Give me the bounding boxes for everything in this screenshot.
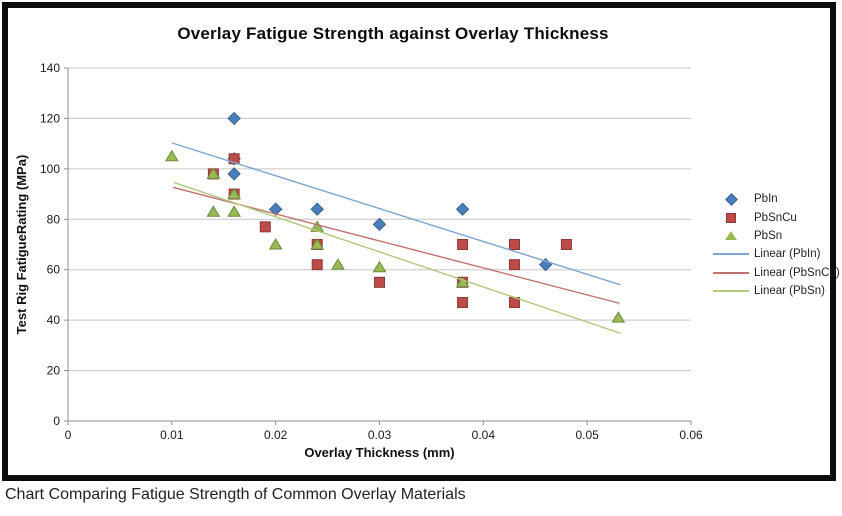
- legend-item-pbsncu: PbSnCu: [712, 208, 840, 226]
- pbsn-point: [372, 260, 387, 273]
- legend-item-linear-pbsncu: Linear (PbSnCu): [712, 264, 840, 282]
- chart-frame: Overlay Fatigue Strength against Overlay…: [2, 2, 840, 481]
- pbsncu-point: [259, 221, 271, 233]
- y-tick-label: 100: [40, 162, 60, 176]
- blue-line-icon: [713, 253, 749, 256]
- pbsn-point: [310, 238, 325, 250]
- trendline-linear-pbsn-: [173, 181, 621, 334]
- y-tick-label: 20: [47, 364, 61, 378]
- pbsncu-point: [560, 239, 572, 250]
- chart-title: Overlay Fatigue Strength against Overlay…: [177, 24, 609, 43]
- legend-item-linear-pbin: Linear (PbIn): [712, 245, 840, 263]
- pbin-point: [227, 167, 241, 181]
- legend-label: PbIn: [754, 193, 778, 206]
- trendline-linear-pbin-: [171, 142, 621, 286]
- x-axis-title: Overlay Thickness (mm): [304, 445, 455, 460]
- legend-item-pbin: PbIn: [712, 190, 840, 208]
- pbsncu-point: [508, 259, 520, 271]
- y-tick-label: 40: [47, 313, 61, 327]
- pbsn-point: [206, 167, 221, 179]
- diamond-marker-icon: [724, 192, 738, 206]
- x-tick-label: 0.05: [575, 428, 599, 442]
- legend-label: Linear (PbSnCu): [754, 266, 840, 279]
- y-tick-label: 60: [47, 263, 61, 277]
- pbsn-point: [164, 149, 179, 162]
- pbsn-point: [227, 187, 242, 200]
- pbin-point: [372, 217, 387, 232]
- y-tick-label: 80: [47, 212, 61, 226]
- triangle-marker-icon: [725, 231, 737, 241]
- pbsn-point: [227, 205, 242, 217]
- pbsncu-point: [457, 296, 469, 308]
- legend-item-pbsn: PbSn: [712, 227, 840, 245]
- square-marker-icon: [726, 212, 736, 223]
- plot-area: 0 20 40 60 80 100 120 140 0 0.01 0.02 0.03 0.04 0.05 0…: [40, 61, 703, 442]
- pbsn-point: [206, 205, 221, 217]
- pbsncu-point: [508, 239, 520, 250]
- legend-label: Linear (PbIn): [754, 248, 821, 261]
- pbin-point: [227, 111, 241, 126]
- x-tick-label: 0.01: [160, 428, 184, 442]
- y-tick-label: 140: [40, 61, 60, 75]
- x-tick-label: 0.02: [264, 428, 288, 442]
- legend-label: Linear (PbSn): [754, 285, 825, 298]
- pbsncu-point: [228, 153, 240, 165]
- legend-label: PbSn: [754, 229, 783, 242]
- pbsn-point: [268, 238, 283, 250]
- pbin-point: [310, 202, 324, 216]
- pbin-point: [268, 202, 283, 216]
- legend: PbIn PbSnCu PbSn Linear (PbIn) Linear (P…: [712, 190, 840, 300]
- pbsncu-point: [374, 276, 385, 288]
- red-line-icon: [713, 271, 749, 274]
- pbsn-point: [455, 275, 470, 288]
- pbin-point: [455, 202, 470, 216]
- pbsn-point: [331, 258, 345, 270]
- pbsncu-point: [457, 239, 469, 250]
- x-tick-label: 0: [65, 428, 72, 442]
- chart-caption: Chart Comparing Fatigue Strength of Comm…: [5, 486, 466, 503]
- y-tick-label: 120: [40, 111, 60, 125]
- legend-label: PbSnCu: [754, 211, 797, 224]
- olive-line-icon: [713, 290, 749, 293]
- x-tick-label: 0.03: [368, 428, 392, 442]
- y-tick-label: 0: [53, 414, 60, 428]
- x-tick-label: 0.06: [679, 428, 703, 442]
- x-tick-label: 0.04: [472, 428, 496, 442]
- legend-item-linear-pbsn: Linear (PbSn): [712, 282, 840, 300]
- pbsncu-point: [311, 259, 323, 271]
- pbsn-point: [611, 311, 626, 323]
- y-axis-title: Test Rig FatigueRating (MPa): [14, 154, 29, 335]
